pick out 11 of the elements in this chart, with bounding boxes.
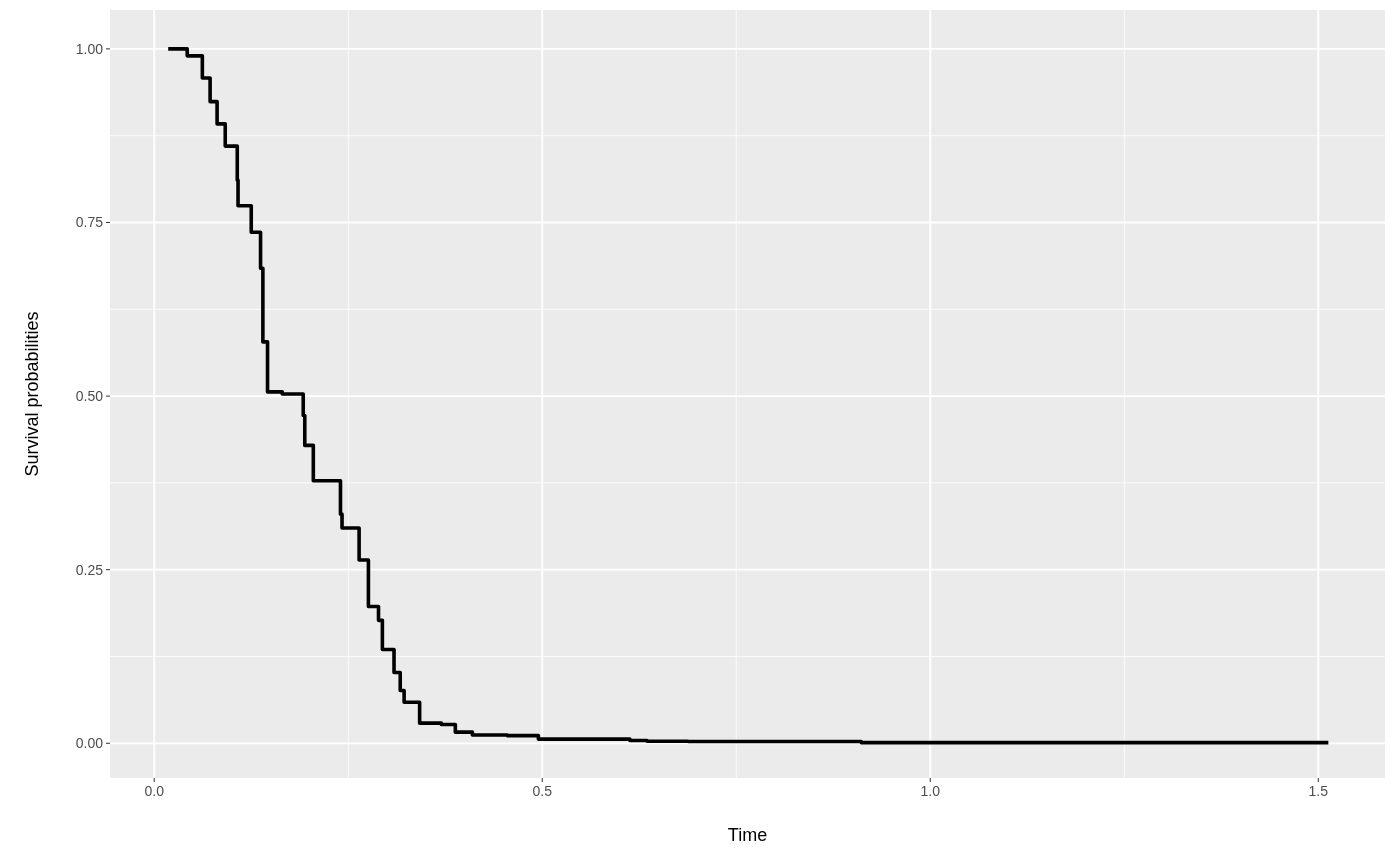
x-tick-label: 0.0 bbox=[144, 783, 165, 799]
y-tick-label: 0.50 bbox=[75, 387, 104, 404]
x-tick-label: 1.5 bbox=[1308, 783, 1329, 799]
x-tick-label: 0.5 bbox=[532, 783, 553, 799]
y-tick-label: 0.25 bbox=[75, 561, 104, 578]
y-axis-title: Survival probabilities bbox=[22, 311, 42, 477]
y-tick-label: 0.75 bbox=[75, 214, 104, 231]
y-tick-label: 0.00 bbox=[75, 735, 104, 752]
y-tick-label: 1.00 bbox=[75, 40, 104, 57]
x-axis-title: Time bbox=[727, 825, 768, 845]
x-tick-label: 1.0 bbox=[920, 783, 941, 799]
